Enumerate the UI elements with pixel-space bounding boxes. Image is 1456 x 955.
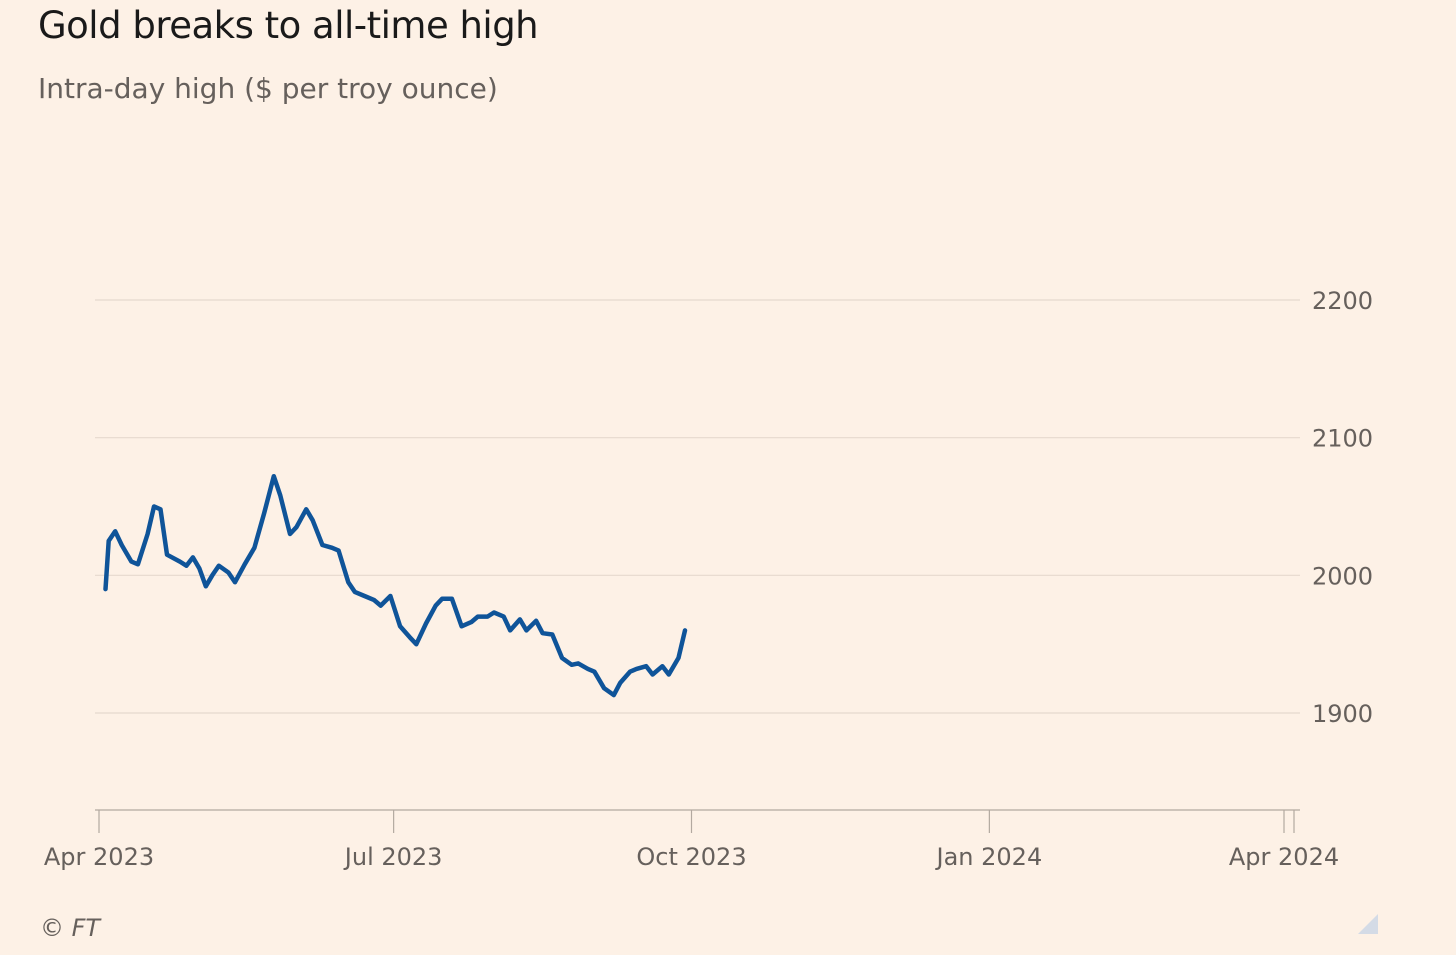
y-tick-label: 2000 [1312, 562, 1373, 590]
series-group [103, 473, 688, 698]
y-axis: 1900 2000 2100 2200 [1312, 287, 1373, 728]
x-tick-label: Jan 2024 [935, 843, 1043, 871]
x-tick-label: Jul 2023 [343, 843, 443, 871]
x-tick-label: Oct 2023 [636, 843, 746, 871]
y-tick-label: 1900 [1312, 700, 1373, 728]
gridlines [95, 299, 1300, 714]
x-tick-label: Apr 2023 [44, 843, 154, 871]
x-tick-label: Apr 2024 [1229, 843, 1339, 871]
x-tick-labels: Apr 2023 Jul 2023 Oct 2023 Jan 2024 Apr 2024 [44, 843, 1339, 871]
chart-subtitle: Intra-day high ($ per troy ounce) [38, 72, 498, 105]
y-tick-label: 2200 [1312, 287, 1373, 315]
y-tick-label: 2100 [1312, 425, 1373, 453]
source-credit: © FT [40, 914, 101, 942]
resize-corner-icon[interactable] [1358, 914, 1378, 934]
chart-title: Gold breaks to all-time high [38, 4, 539, 47]
series-line-gold-price [103, 473, 688, 698]
x-axis [95, 809, 1300, 833]
